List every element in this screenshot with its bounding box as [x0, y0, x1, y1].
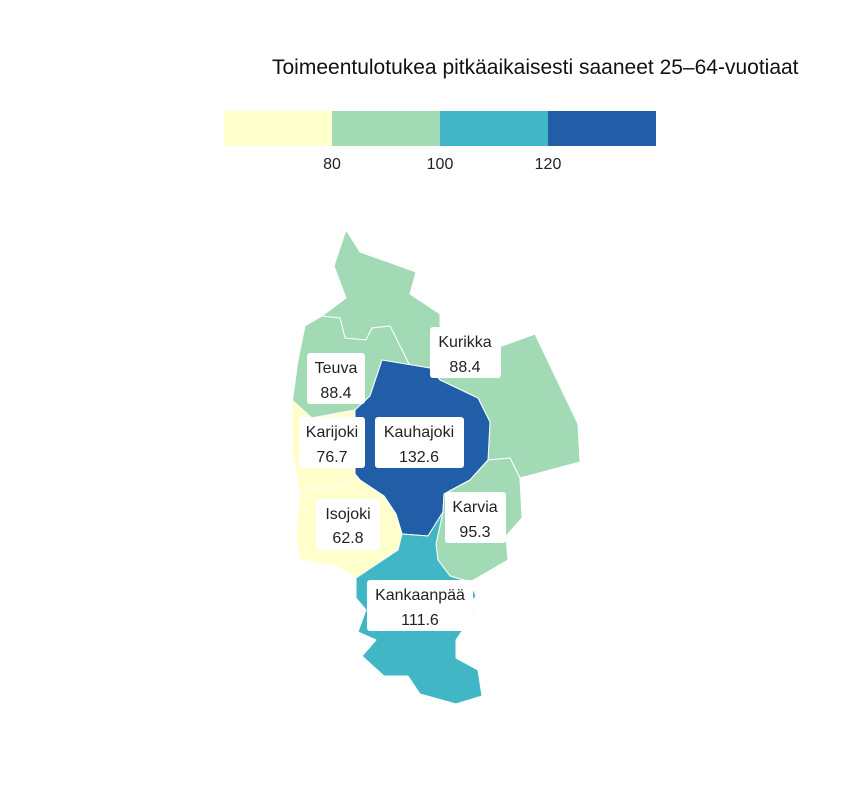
label-value-teuva: 88.4 [320, 385, 351, 402]
label-box-karvia [445, 492, 506, 543]
label-box-isojoki [316, 499, 380, 550]
color-legend: 80 100 120 [224, 111, 656, 173]
legend-tick-80: 80 [323, 156, 341, 173]
label-name-karijoki: Karijoki [306, 424, 358, 441]
legend-swatch-3 [440, 111, 548, 146]
label-box-kurikka [430, 327, 501, 378]
legend-tick-120: 120 [535, 156, 562, 173]
legend-tick-100: 100 [427, 156, 454, 173]
label-name-kankaanpaa: Kankaanpää [375, 587, 465, 604]
label-name-teuva: Teuva [315, 360, 358, 377]
label-box-karijoki [299, 417, 365, 468]
legend-swatch-2 [332, 111, 440, 146]
label-name-kurikka: Kurikka [438, 334, 491, 351]
map-title: Toimeentulotukea pitkäaikaisesti saaneet… [272, 56, 799, 79]
label-value-kankaanpaa: 111.6 [401, 612, 439, 629]
label-value-kurikka: 88.4 [449, 359, 480, 376]
label-value-isojoki: 62.8 [332, 530, 363, 547]
label-box-teuva [307, 353, 365, 404]
label-name-karvia: Karvia [452, 499, 497, 516]
label-box-kankaanpaa [367, 580, 473, 631]
label-value-kauhajoki: 132.6 [399, 449, 439, 466]
legend-swatch-4 [548, 111, 656, 146]
legend-swatch-1 [224, 111, 332, 146]
label-value-karvia: 95.3 [459, 524, 490, 541]
label-name-kauhajoki: Kauhajoki [384, 424, 454, 441]
label-value-karijoki: 76.7 [316, 449, 347, 466]
label-name-isojoki: Isojoki [325, 506, 370, 523]
label-box-kauhajoki [375, 417, 464, 468]
